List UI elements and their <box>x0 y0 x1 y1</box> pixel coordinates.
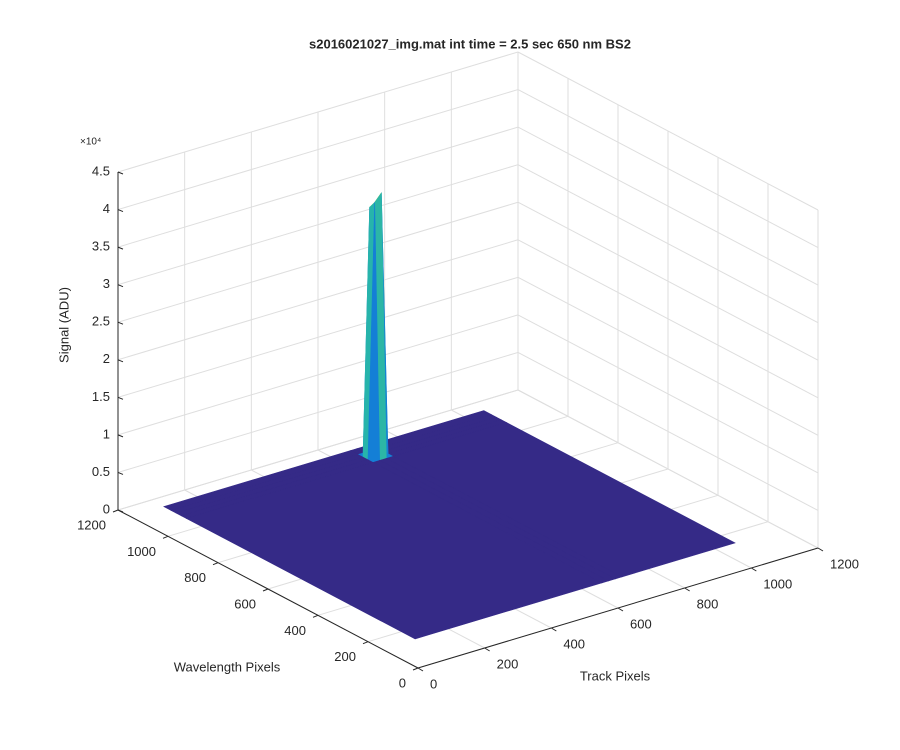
x-tick-label: 400 <box>563 636 585 651</box>
grid-line <box>517 239 819 399</box>
z-tick <box>117 171 124 175</box>
y-tick <box>262 588 269 592</box>
x-tick-label: 200 <box>497 656 519 671</box>
z-tick-label: 0.5 <box>92 464 110 479</box>
grid-line <box>117 276 519 398</box>
y-tick-label: 1200 <box>77 517 106 532</box>
grid-line <box>517 201 819 361</box>
y-tick-label: 200 <box>334 649 356 664</box>
z-exponent-label: ×10⁴ <box>80 137 101 148</box>
z-tick <box>117 509 124 513</box>
x-tick <box>551 627 557 632</box>
y-tick <box>362 641 369 645</box>
x-tick-label: 600 <box>630 616 652 631</box>
z-tick-label: 4.5 <box>92 163 110 178</box>
z-tick-label: 2 <box>103 351 110 366</box>
y-tick-label: 0 <box>399 675 406 690</box>
grid-line <box>117 314 519 436</box>
grid-line <box>517 389 819 549</box>
z-tick <box>117 434 124 438</box>
z-tick-label: 1.5 <box>92 389 110 404</box>
y-tick <box>112 509 119 513</box>
z-tick <box>117 359 124 363</box>
x-tick <box>684 587 690 592</box>
z-tick-label: 4 <box>103 201 110 216</box>
grid-line <box>517 276 819 436</box>
grid-line <box>117 389 519 511</box>
x-tick <box>617 607 624 612</box>
x-tick <box>484 647 490 652</box>
grid-line <box>117 351 519 473</box>
grid-line <box>117 126 519 248</box>
z-tick-label: 3.5 <box>92 239 110 254</box>
grid-line <box>517 314 819 474</box>
grid-line <box>117 201 519 323</box>
x-axis-label: Track Pixels <box>580 668 651 683</box>
grid-line <box>117 239 519 361</box>
z-tick <box>117 396 124 400</box>
y-tick <box>212 562 219 566</box>
x-tick-label: 1200 <box>830 556 859 571</box>
grid-line <box>117 89 519 211</box>
y-tick-label: 1000 <box>127 544 156 559</box>
x-tick <box>817 547 824 552</box>
grid-line <box>117 164 519 286</box>
grid-line <box>517 164 819 324</box>
z-tick <box>117 284 124 288</box>
z-tick-label: 0 <box>103 501 110 516</box>
y-tick-label: 600 <box>234 596 256 611</box>
z-tick <box>117 246 124 250</box>
x-tick-label: 0 <box>430 676 437 691</box>
z-axis-label: Signal (ADU) <box>56 287 71 363</box>
grid-line <box>117 51 519 173</box>
x-tick-label: 1000 <box>763 576 792 591</box>
y-tick <box>162 535 169 539</box>
x-tick-label: 800 <box>697 596 719 611</box>
z-tick <box>117 471 124 475</box>
z-tick-label: 2.5 <box>92 314 110 329</box>
z-tick <box>117 321 124 325</box>
y-tick-label: 400 <box>284 623 306 638</box>
grid-line <box>517 352 819 511</box>
z-tick <box>117 209 124 213</box>
grid-line <box>517 51 819 211</box>
grid-line <box>517 126 819 286</box>
z-tick-label: 1 <box>103 426 110 441</box>
grid-line <box>517 89 819 248</box>
surface-patch <box>185 462 603 640</box>
chart-title: s2016021027_img.mat int time = 2.5 sec 6… <box>309 36 631 51</box>
y-tick <box>312 614 319 618</box>
x-tick <box>417 667 424 672</box>
y-axis-label: Wavelength Pixels <box>174 659 281 674</box>
y-tick-label: 800 <box>184 570 206 585</box>
x-tick <box>751 567 757 572</box>
z-tick-label: 3 <box>103 276 110 291</box>
y-tick <box>412 667 419 671</box>
